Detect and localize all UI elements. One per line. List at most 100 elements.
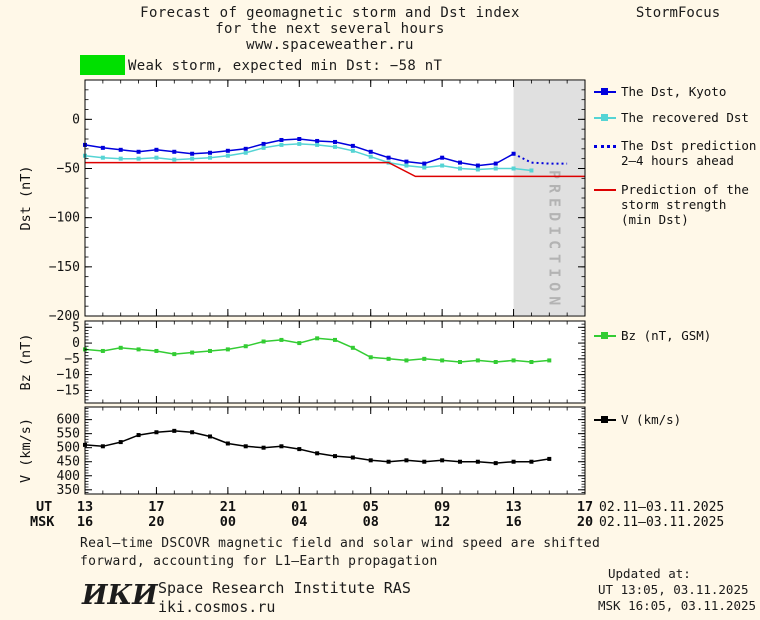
- storm-level-swatch: [80, 55, 125, 75]
- bz-marker: [118, 345, 123, 350]
- msk-tick-label: 12: [434, 514, 450, 530]
- dst-recovered-marker: [243, 150, 248, 155]
- dst-kyoto-marker: [333, 139, 337, 144]
- institute-name: Space Research Institute RAS: [158, 579, 411, 597]
- dst-kyoto-marker: [422, 161, 427, 166]
- ytick-label: 450: [57, 455, 80, 470]
- dst-recovered-marker: [208, 155, 212, 160]
- ytick-label: −5: [64, 352, 80, 367]
- v-marker: [547, 456, 552, 461]
- dst-recovered-marker: [279, 142, 284, 147]
- bz-swatch-icon: [594, 330, 616, 342]
- storm-strength-swatch-icon: [594, 184, 616, 196]
- bz-marker: [208, 348, 212, 353]
- plot-dst: PREDICTION 0 −50 −100 −150 −200: [49, 79, 586, 324]
- brand-stormfocus: StormFocus: [635, 5, 721, 21]
- ytick-label: 0: [72, 112, 80, 127]
- v-marker: [208, 434, 212, 439]
- v-marker: [315, 451, 320, 456]
- ut-row-label: UT: [36, 499, 52, 515]
- msk-tick-label: 20: [577, 514, 593, 530]
- msk-tick-label: 04: [291, 514, 307, 530]
- bz-marker: [261, 339, 266, 344]
- dst-kyoto-marker: [404, 159, 409, 164]
- ut-tick-label: 09: [434, 499, 450, 515]
- bz-marker: [368, 355, 373, 360]
- bz-marker: [333, 337, 337, 342]
- dst-kyoto-swatch-icon: [594, 86, 616, 98]
- v-marker: [172, 428, 177, 433]
- msk-date-range: 02.11–03.11.2025: [599, 515, 724, 530]
- v-marker: [404, 458, 409, 463]
- dst-kyoto-marker: [190, 151, 195, 156]
- ut-tick-label: 13: [505, 499, 521, 515]
- dst-recovered-marker: [404, 163, 409, 168]
- dst-recovered-marker: [440, 163, 445, 168]
- dst-kyoto-marker: [493, 161, 498, 166]
- v-marker: [333, 454, 337, 459]
- legend-storm-strength: Prediction of the storm strength (min Ds…: [594, 182, 749, 227]
- bz-marker: [422, 356, 427, 361]
- msk-tick-label: 08: [363, 514, 379, 530]
- bz-marker: [100, 348, 105, 353]
- page-title-line1: Forecast of geomagnetic storm and Dst in…: [140, 5, 520, 21]
- ut-tick-label: 17: [148, 499, 164, 515]
- msk-row-label: MSK: [30, 514, 55, 530]
- ytick-label: −150: [49, 260, 80, 275]
- ut-tick-label: 05: [363, 499, 379, 515]
- dst-recovered-marker: [100, 155, 105, 160]
- ut-tick-label: 01: [291, 499, 307, 515]
- legend-dst-recovered: The recovered Dst: [594, 110, 749, 125]
- dst-kyoto-marker: [154, 147, 159, 152]
- dst-recovered-marker: [261, 145, 266, 150]
- v-marker: [529, 459, 534, 464]
- bz-marker: [225, 347, 230, 352]
- institute-site: iki.cosmos.ru: [158, 598, 276, 616]
- v-swatch-icon: [594, 414, 616, 426]
- ut-tick-label: 21: [220, 499, 236, 515]
- v-marker: [154, 430, 159, 435]
- ytick-label: 600: [57, 413, 80, 428]
- updated-msk: MSK 16:05, 03.11.2025: [598, 598, 757, 613]
- dst-kyoto-marker: [136, 149, 141, 154]
- bz-marker: [243, 344, 248, 349]
- legend-label: storm strength: [621, 197, 727, 212]
- v-marker: [190, 430, 195, 435]
- dst-kyoto-marker: [261, 141, 266, 146]
- msk-tick-label: 00: [220, 514, 236, 530]
- bz-marker: [404, 358, 409, 363]
- ytick-label: −50: [57, 162, 80, 177]
- v-marker: [511, 459, 516, 464]
- bz-marker: [154, 348, 159, 353]
- v-marker: [475, 459, 480, 464]
- legend-label: Bz (nT, GSM): [621, 328, 712, 343]
- v-marker: [458, 459, 462, 464]
- bz-marker: [279, 337, 284, 342]
- ytick-label: −200: [49, 309, 80, 324]
- legend-label: The Dst, Kyoto: [621, 84, 727, 99]
- propagation-note-line1: Real–time DSCOVR magnetic field and sola…: [80, 536, 601, 551]
- dst-recovered-swatch-icon: [594, 112, 616, 124]
- dst-kyoto-marker: [208, 150, 212, 155]
- dst-recovered-marker: [422, 165, 427, 170]
- v-marker: [386, 459, 391, 464]
- dst-kyoto-marker: [100, 145, 105, 150]
- ytick-label: 5: [72, 320, 80, 335]
- dst-kyoto-marker: [475, 163, 480, 168]
- dst-kyoto-marker: [458, 160, 462, 165]
- dst-recovered-marker: [297, 141, 302, 146]
- legend-label: Prediction of the: [621, 182, 749, 197]
- v-marker: [243, 444, 248, 449]
- ylabel-bz: Bz (nT): [18, 334, 34, 391]
- dst-recovered-marker: [225, 153, 230, 158]
- dst-recovered-marker: [511, 166, 516, 171]
- updated-ut: UT 13:05, 03.11.2025: [598, 582, 749, 597]
- legend-label: V (km/s): [621, 412, 682, 427]
- v-marker: [225, 441, 230, 446]
- dst-recovered-marker: [118, 156, 123, 161]
- dst-recovered-marker: [333, 144, 337, 149]
- v-marker: [297, 447, 302, 452]
- ut-date-range: 02.11–03.11.2025: [599, 500, 724, 515]
